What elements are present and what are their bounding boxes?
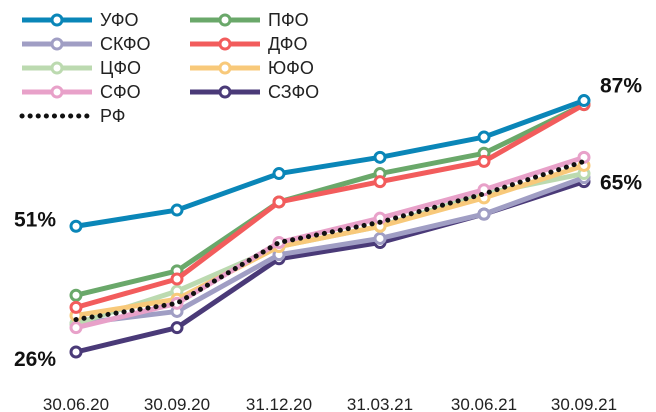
series-0-point xyxy=(272,167,286,181)
data-label: 26% xyxy=(14,348,56,371)
series-5-line xyxy=(75,163,585,318)
legend-label: ДФО xyxy=(268,34,307,54)
x-tick-label: 30.09.21 xyxy=(551,395,617,412)
legend-label: УФО xyxy=(100,10,139,30)
series-0-point xyxy=(69,219,83,233)
x-axis: 30.06.20 30.09.20 31.12.20 31.03.21 30.06.21… xyxy=(43,395,617,412)
legend-label: СЗФО xyxy=(268,82,319,102)
legend: УФО ПФО СКФО ДФО ЦФО ЮФО СФО СЗФО РФ xyxy=(19,10,319,126)
legend-item: ЦФО xyxy=(22,58,141,78)
legend-item: РФ xyxy=(19,106,126,126)
legend-marker xyxy=(218,13,232,27)
series-0-point xyxy=(577,94,591,108)
legend-label: СФО xyxy=(100,82,141,102)
series-0 xyxy=(69,94,591,233)
legend-label: СКФО xyxy=(100,34,151,54)
legend-marker xyxy=(50,61,64,75)
legend-item: ЮФО xyxy=(190,58,314,78)
series-2-point xyxy=(477,207,491,221)
series-1-line xyxy=(75,102,586,298)
series-3-point xyxy=(373,175,387,189)
series-0-point xyxy=(373,150,387,164)
series-0-line xyxy=(75,98,585,229)
series-3-point xyxy=(477,154,491,168)
legend-marker xyxy=(50,37,64,51)
legend-item: УФО xyxy=(22,10,139,30)
data-label: 51% xyxy=(14,208,56,231)
series-0-point xyxy=(170,203,184,217)
series-3-point xyxy=(272,195,286,209)
x-tick-label: 31.03.21 xyxy=(347,395,413,412)
legend-marker xyxy=(50,85,64,99)
legend-marker xyxy=(218,61,232,75)
x-tick-label: 30.06.20 xyxy=(43,395,109,412)
series-0-point xyxy=(477,130,491,144)
legend-label: ПФО xyxy=(268,10,309,30)
legend-item: ПФО xyxy=(190,10,309,30)
series-lines xyxy=(69,94,591,359)
series-2-line xyxy=(75,175,585,327)
series-1-point xyxy=(69,288,83,302)
legend-label: ЮФО xyxy=(268,58,314,78)
x-tick-label: 31.12.20 xyxy=(246,395,312,412)
legend-item: СЗФО xyxy=(190,82,319,102)
legend-marker xyxy=(218,85,232,99)
legend-marker xyxy=(50,13,64,27)
series-7-point xyxy=(170,321,184,335)
x-tick-label: 30.09.20 xyxy=(144,395,210,412)
x-tick-label: 30.06.21 xyxy=(451,395,517,412)
legend-label: РФ xyxy=(100,106,126,126)
series-3-line xyxy=(75,102,586,310)
series-7-point xyxy=(69,345,83,359)
series-3-point xyxy=(170,272,184,286)
series-3-point xyxy=(69,300,83,314)
legend-item: ДФО xyxy=(190,34,307,54)
series-2-point xyxy=(373,231,387,245)
legend-marker xyxy=(218,37,232,51)
series-6-point xyxy=(69,321,83,335)
data-label: 87% xyxy=(600,75,642,98)
data-labels: 87% 51% 65% 26% xyxy=(14,75,642,371)
data-label: 65% xyxy=(600,172,642,195)
legend-item: СФО xyxy=(22,82,141,102)
legend-label: ЦФО xyxy=(100,58,141,78)
legend-item: СКФО xyxy=(22,34,151,54)
series-6-line xyxy=(75,154,585,331)
